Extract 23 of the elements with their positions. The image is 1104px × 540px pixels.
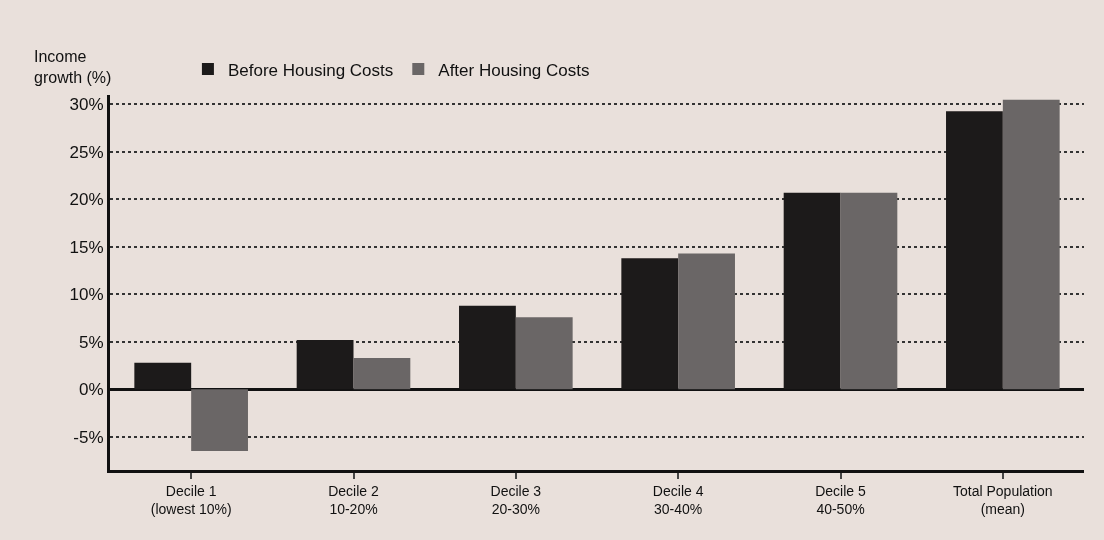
bar xyxy=(678,253,735,390)
y-axis-title: Income growth (%) xyxy=(34,48,112,86)
y-tick-label: 30% xyxy=(69,95,104,115)
y-tick-label: 25% xyxy=(69,142,104,162)
bar xyxy=(840,192,898,390)
bar xyxy=(1002,99,1060,390)
y-tick-label: 10% xyxy=(69,285,104,305)
y-tick-label: 0% xyxy=(79,380,104,400)
bar xyxy=(353,357,411,390)
y-tick-label: -5% xyxy=(73,427,104,447)
legend-label: Before Housing Costs xyxy=(227,60,394,80)
bar xyxy=(191,389,248,452)
x-tick-label: Decile 1 (lowest 10%) xyxy=(150,482,232,517)
y-tick-label: 5% xyxy=(79,332,104,352)
legend-label: After Housing Costs xyxy=(438,60,590,80)
y-tick-label: 20% xyxy=(69,190,104,210)
x-tick-label: Decile 5 40-50% xyxy=(815,482,866,517)
x-tick-label: Total Population (mean) xyxy=(953,482,1053,517)
x-tick-label: Decile 2 10-20% xyxy=(328,482,379,517)
x-tick-label: Decile 4 30-40% xyxy=(652,482,704,517)
bar xyxy=(515,317,573,390)
y-tick-label: 15% xyxy=(69,237,104,257)
x-tick-label: Decile 3 20-30% xyxy=(490,482,542,517)
